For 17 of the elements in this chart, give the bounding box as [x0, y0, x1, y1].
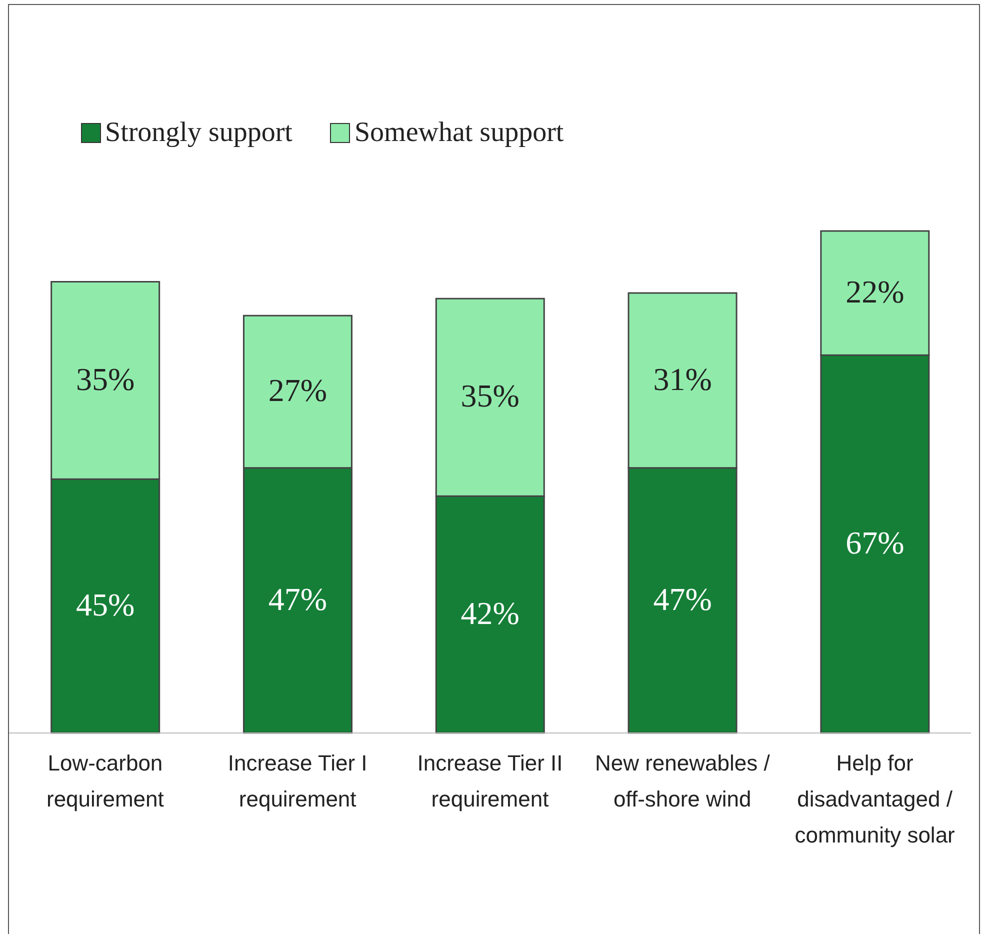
- data-label: 35%: [460, 378, 520, 414]
- data-label: 31%: [653, 360, 712, 397]
- data-label: 35%: [76, 360, 135, 397]
- data-label: 47%: [268, 580, 328, 617]
- data-label: 27%: [268, 372, 328, 408]
- legend-label: Somewhat support: [354, 117, 564, 149]
- x-tick-label: Increase Tier I requirement: [228, 750, 368, 812]
- x-tick-label: New renewables / off-shore wind: [594, 750, 771, 812]
- x-tick-label: Help for disadvantaged / community solar: [794, 750, 955, 848]
- data-label: 45%: [76, 586, 135, 622]
- data-label: 67%: [846, 524, 904, 560]
- data-label: 22%: [846, 273, 904, 310]
- x-tick-label: Increase Tier II requirement: [417, 750, 563, 812]
- x-tick-label: Low-carbon requirement: [46, 750, 164, 812]
- data-label: 42%: [460, 594, 520, 631]
- legend-label: Strongly support: [105, 117, 292, 149]
- data-label: 47%: [653, 580, 712, 617]
